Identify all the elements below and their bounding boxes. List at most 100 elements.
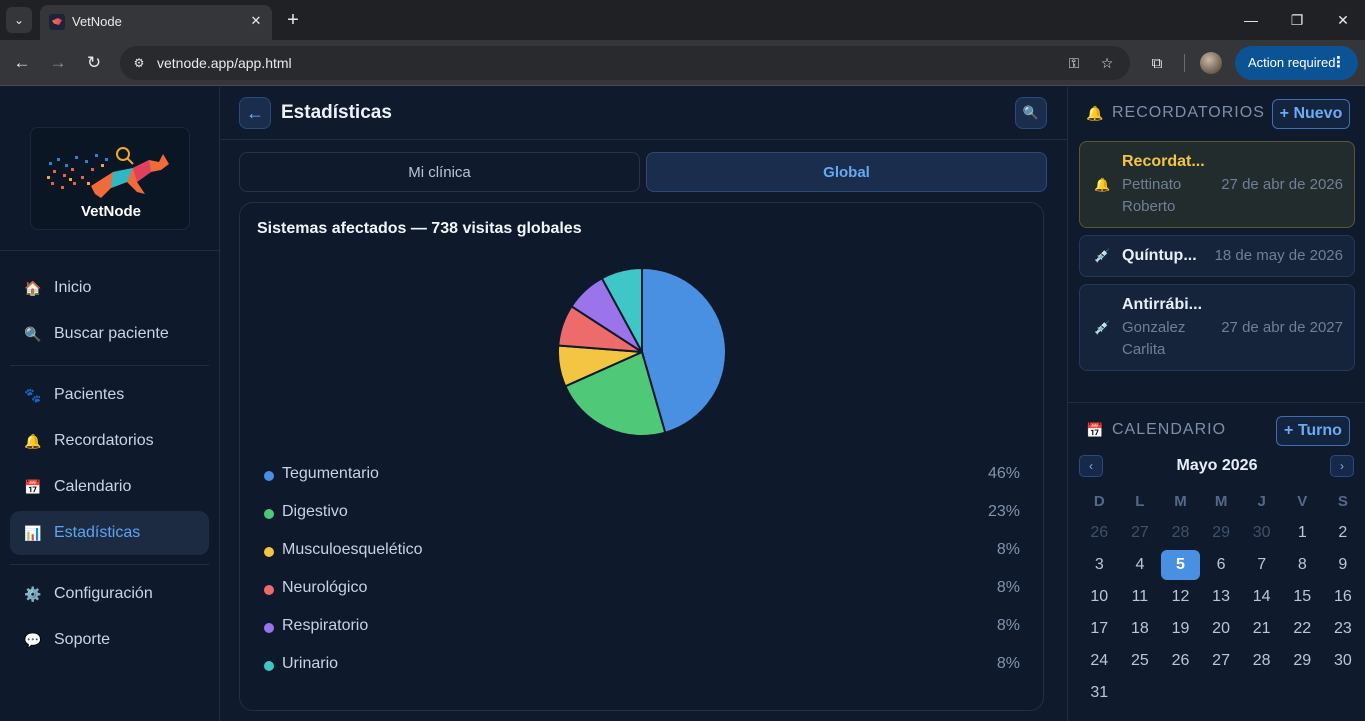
calendar-day[interactable]: 31 [1090,684,1109,701]
chart-title: Sistemas afectados — 738 visitas globale… [257,220,582,237]
syringe-icon: 💉 [1094,320,1111,335]
sidebar-item-label: Estadísticas [54,524,141,541]
pie-slice-urinario [600,266,643,353]
legend-label: Urinario [282,655,339,672]
new-reminder-button[interactable]: + Nuevo [1272,99,1350,129]
close-window-icon[interactable]: ✕ [1337,11,1349,28]
legend-item-respiratorio: Respiratorio 8% [264,615,1020,639]
password-key-icon[interactable]: ⚿ [1068,54,1080,71]
tab-search-menu-button[interactable]: ⌄ [6,7,32,33]
calendar-day[interactable]: 23 [1333,620,1352,637]
action-required-button[interactable]: Action required ⋮ [1235,46,1358,80]
reminder-card[interactable]: 💉 Antirrábi... Gonzalez Carlita 27 de ab… [1079,284,1355,371]
weekday-header: L [1135,492,1145,510]
browser-tabbar: ⌄ VetNode ✕ + — ❐ ✕ [0,0,1365,40]
sidebar-item-calendario[interactable]: 📅 Calendario [10,465,209,509]
calendar-day[interactable]: 17 [1090,620,1109,637]
address-bar[interactable]: ⚙ vetnode.app/app.html ⚿ ☆ [120,46,1130,80]
calendar-day[interactable]: 6 [1216,556,1226,573]
calendar-day[interactable]: 22 [1293,620,1312,637]
calendar-day[interactable]: 18 [1130,620,1149,637]
browser-tab[interactable]: VetNode ✕ [40,5,272,40]
calendar-day[interactable]: 14 [1252,588,1271,605]
calendar-day[interactable]: 29 [1293,652,1312,669]
tab-title: VetNode [72,14,122,29]
back-icon[interactable]: ← [13,53,31,72]
restore-icon[interactable]: ❐ [1290,11,1304,28]
legend-color-dot [264,547,274,557]
calendar-day[interactable]: 11 [1131,588,1149,605]
reminder-card[interactable]: 🔔 Recordat... Pettinato Roberto 27 de ab… [1079,141,1355,228]
legend-label: Neurológico [282,579,368,596]
url-text[interactable]: vetnode.app/app.html [157,55,292,71]
sidebar-divider [10,365,209,366]
calendar-day[interactable]: 24 [1090,652,1109,669]
profile-avatar[interactable] [1200,52,1222,74]
calendar-day[interactable]: 30 [1333,652,1352,669]
reminder-patient: Roberto [1122,198,1176,215]
sidebar-item-buscar-paciente[interactable]: 🔍 Buscar paciente [10,312,209,356]
reload-icon[interactable]: ↻ [86,53,102,72]
calendar-day[interactable]: 9 [1338,556,1348,573]
calendar-day[interactable]: 15 [1293,588,1312,605]
tab-global[interactable]: Global [646,152,1047,192]
calendar-day-today[interactable]: 5 [1160,549,1201,581]
pie-slice-digestivo [563,350,667,437]
close-tab-icon[interactable]: ✕ [250,13,262,28]
site-info-icon[interactable]: ⚙ [133,56,145,70]
sidebar-item-estadisticas[interactable]: 📊 Estadísticas [10,511,209,555]
forward-icon[interactable]: → [49,53,67,72]
reminder-title: Recordat... [1122,153,1205,170]
reminder-date: 18 de may de 2026 [1214,247,1343,264]
sidebar-item-soporte[interactable]: 💬 Soporte [10,618,209,662]
calendar-day[interactable]: 26 [1171,652,1190,669]
calendar-prev-button[interactable]: ‹ [1079,455,1103,477]
calendar-next-button[interactable]: › [1330,455,1354,477]
calendar-month: Mayo 2026 [1176,457,1258,474]
calendar-day[interactable]: 30 [1252,524,1271,541]
calendar-day[interactable]: 28 [1252,652,1271,669]
sidebar-item-pacientes[interactable]: 🐾 Pacientes [10,373,209,417]
back-button[interactable]: ← [239,97,271,129]
calendar-day[interactable]: 19 [1171,620,1190,637]
calendar-day[interactable]: 1 [1297,524,1307,541]
calendar-day[interactable]: 29 [1212,524,1230,541]
calendar-day[interactable]: 7 [1257,556,1267,573]
sidebar-divider [0,250,220,251]
calendar-day[interactable]: 16 [1333,588,1352,605]
calendar-day[interactable]: 26 [1090,524,1109,541]
search-button[interactable]: 🔍 [1015,97,1047,129]
calendar-day[interactable]: 13 [1212,588,1230,605]
calendar-day[interactable]: 27 [1130,524,1149,541]
calendar-day[interactable]: 28 [1171,524,1190,541]
sidebar-item-label: Pacientes [54,386,125,403]
reminder-patient: Gonzalez [1122,319,1186,336]
calendar-day[interactable]: 12 [1171,588,1190,605]
extensions-icon[interactable]: ⧉ [1151,54,1163,72]
legend-item-digestivo: Digestivo 23% [264,501,1020,525]
calendar-day[interactable]: 27 [1212,652,1230,669]
new-appointment-button[interactable]: + Turno [1276,416,1350,446]
reminder-card[interactable]: 💉 Quíntup... 18 de may de 2026 [1079,235,1355,277]
calendar-day[interactable]: 10 [1090,588,1109,605]
sidebar-item-label: Calendario [54,478,132,495]
calendar-day[interactable]: 3 [1094,556,1104,573]
tab-mi-clinica[interactable]: Mi clínica [239,152,640,192]
legend-value: 46% [987,465,1020,482]
calendar-day[interactable]: 2 [1338,524,1348,541]
calendar-day[interactable]: 4 [1135,556,1145,573]
new-tab-button[interactable]: + [287,9,299,31]
sidebar-item-recordatorios[interactable]: 🔔 Recordatorios [10,419,209,463]
bookmark-star-icon[interactable]: ☆ [1100,54,1114,71]
sidebar-item-inicio[interactable]: 🏠 Inicio [10,266,209,310]
vetnode-favicon-icon [49,14,65,30]
calendar-day[interactable]: 21 [1252,620,1271,637]
calendar-day[interactable]: 25 [1130,652,1149,669]
sidebar-item-configuracion[interactable]: ⚙️ Configuración [10,572,209,616]
legend-label: Respiratorio [282,617,369,634]
legend-value: 8% [996,655,1020,672]
minimize-icon[interactable]: — [1244,12,1258,28]
calendar-day[interactable]: 20 [1212,620,1230,637]
calendar-day[interactable]: 8 [1297,556,1307,573]
sidebar-item-label: Buscar paciente [54,325,169,342]
